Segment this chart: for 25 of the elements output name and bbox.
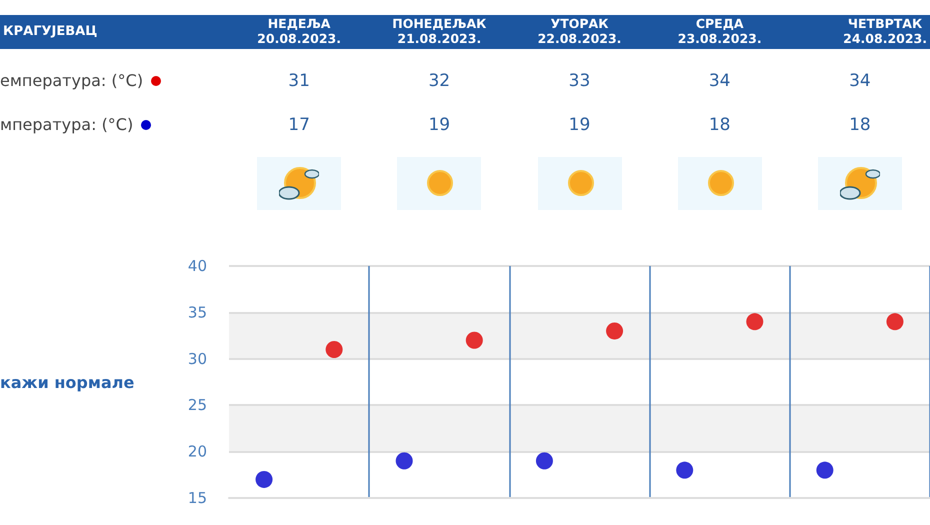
data-label: 34 (708, 71, 732, 91)
legend-label: мпература: (°C) (0, 115, 134, 134)
data-label: 31 (287, 71, 311, 91)
text: кажи нормале (0, 373, 134, 392)
data-label: 19 (427, 115, 452, 135)
data-label: 17 (287, 115, 311, 135)
text: КРАГУЈЕВАЦ (3, 24, 98, 39)
y-tick-label: 35 (188, 303, 207, 322)
y-tick-label: 30 (188, 350, 207, 368)
data-label: 34 (848, 71, 872, 91)
text: УТОРАК 22.08.2023. (536, 16, 622, 46)
y-tick-label: 25 (188, 396, 207, 414)
text: ПОНЕДЕЉАК 21.08.2023. (391, 16, 488, 46)
y-tick-label: 40 (188, 257, 207, 275)
legend-label: емпература: (°C) (0, 71, 144, 90)
data-label: 18 (708, 115, 732, 135)
data-label: 32 (427, 71, 452, 91)
y-tick-label: 20 (188, 442, 207, 461)
text: ЧЕТВРТАК 24.08.2023. (843, 16, 927, 46)
y-tick-label: 15 (188, 489, 207, 507)
text: СРЕДА 23.08.2023. (676, 16, 763, 46)
data-label: 33 (568, 71, 592, 91)
text: НЕДЕЉА 20.08.2023. (256, 16, 342, 46)
data-label: 19 (568, 115, 592, 135)
data-label: 18 (848, 115, 872, 135)
